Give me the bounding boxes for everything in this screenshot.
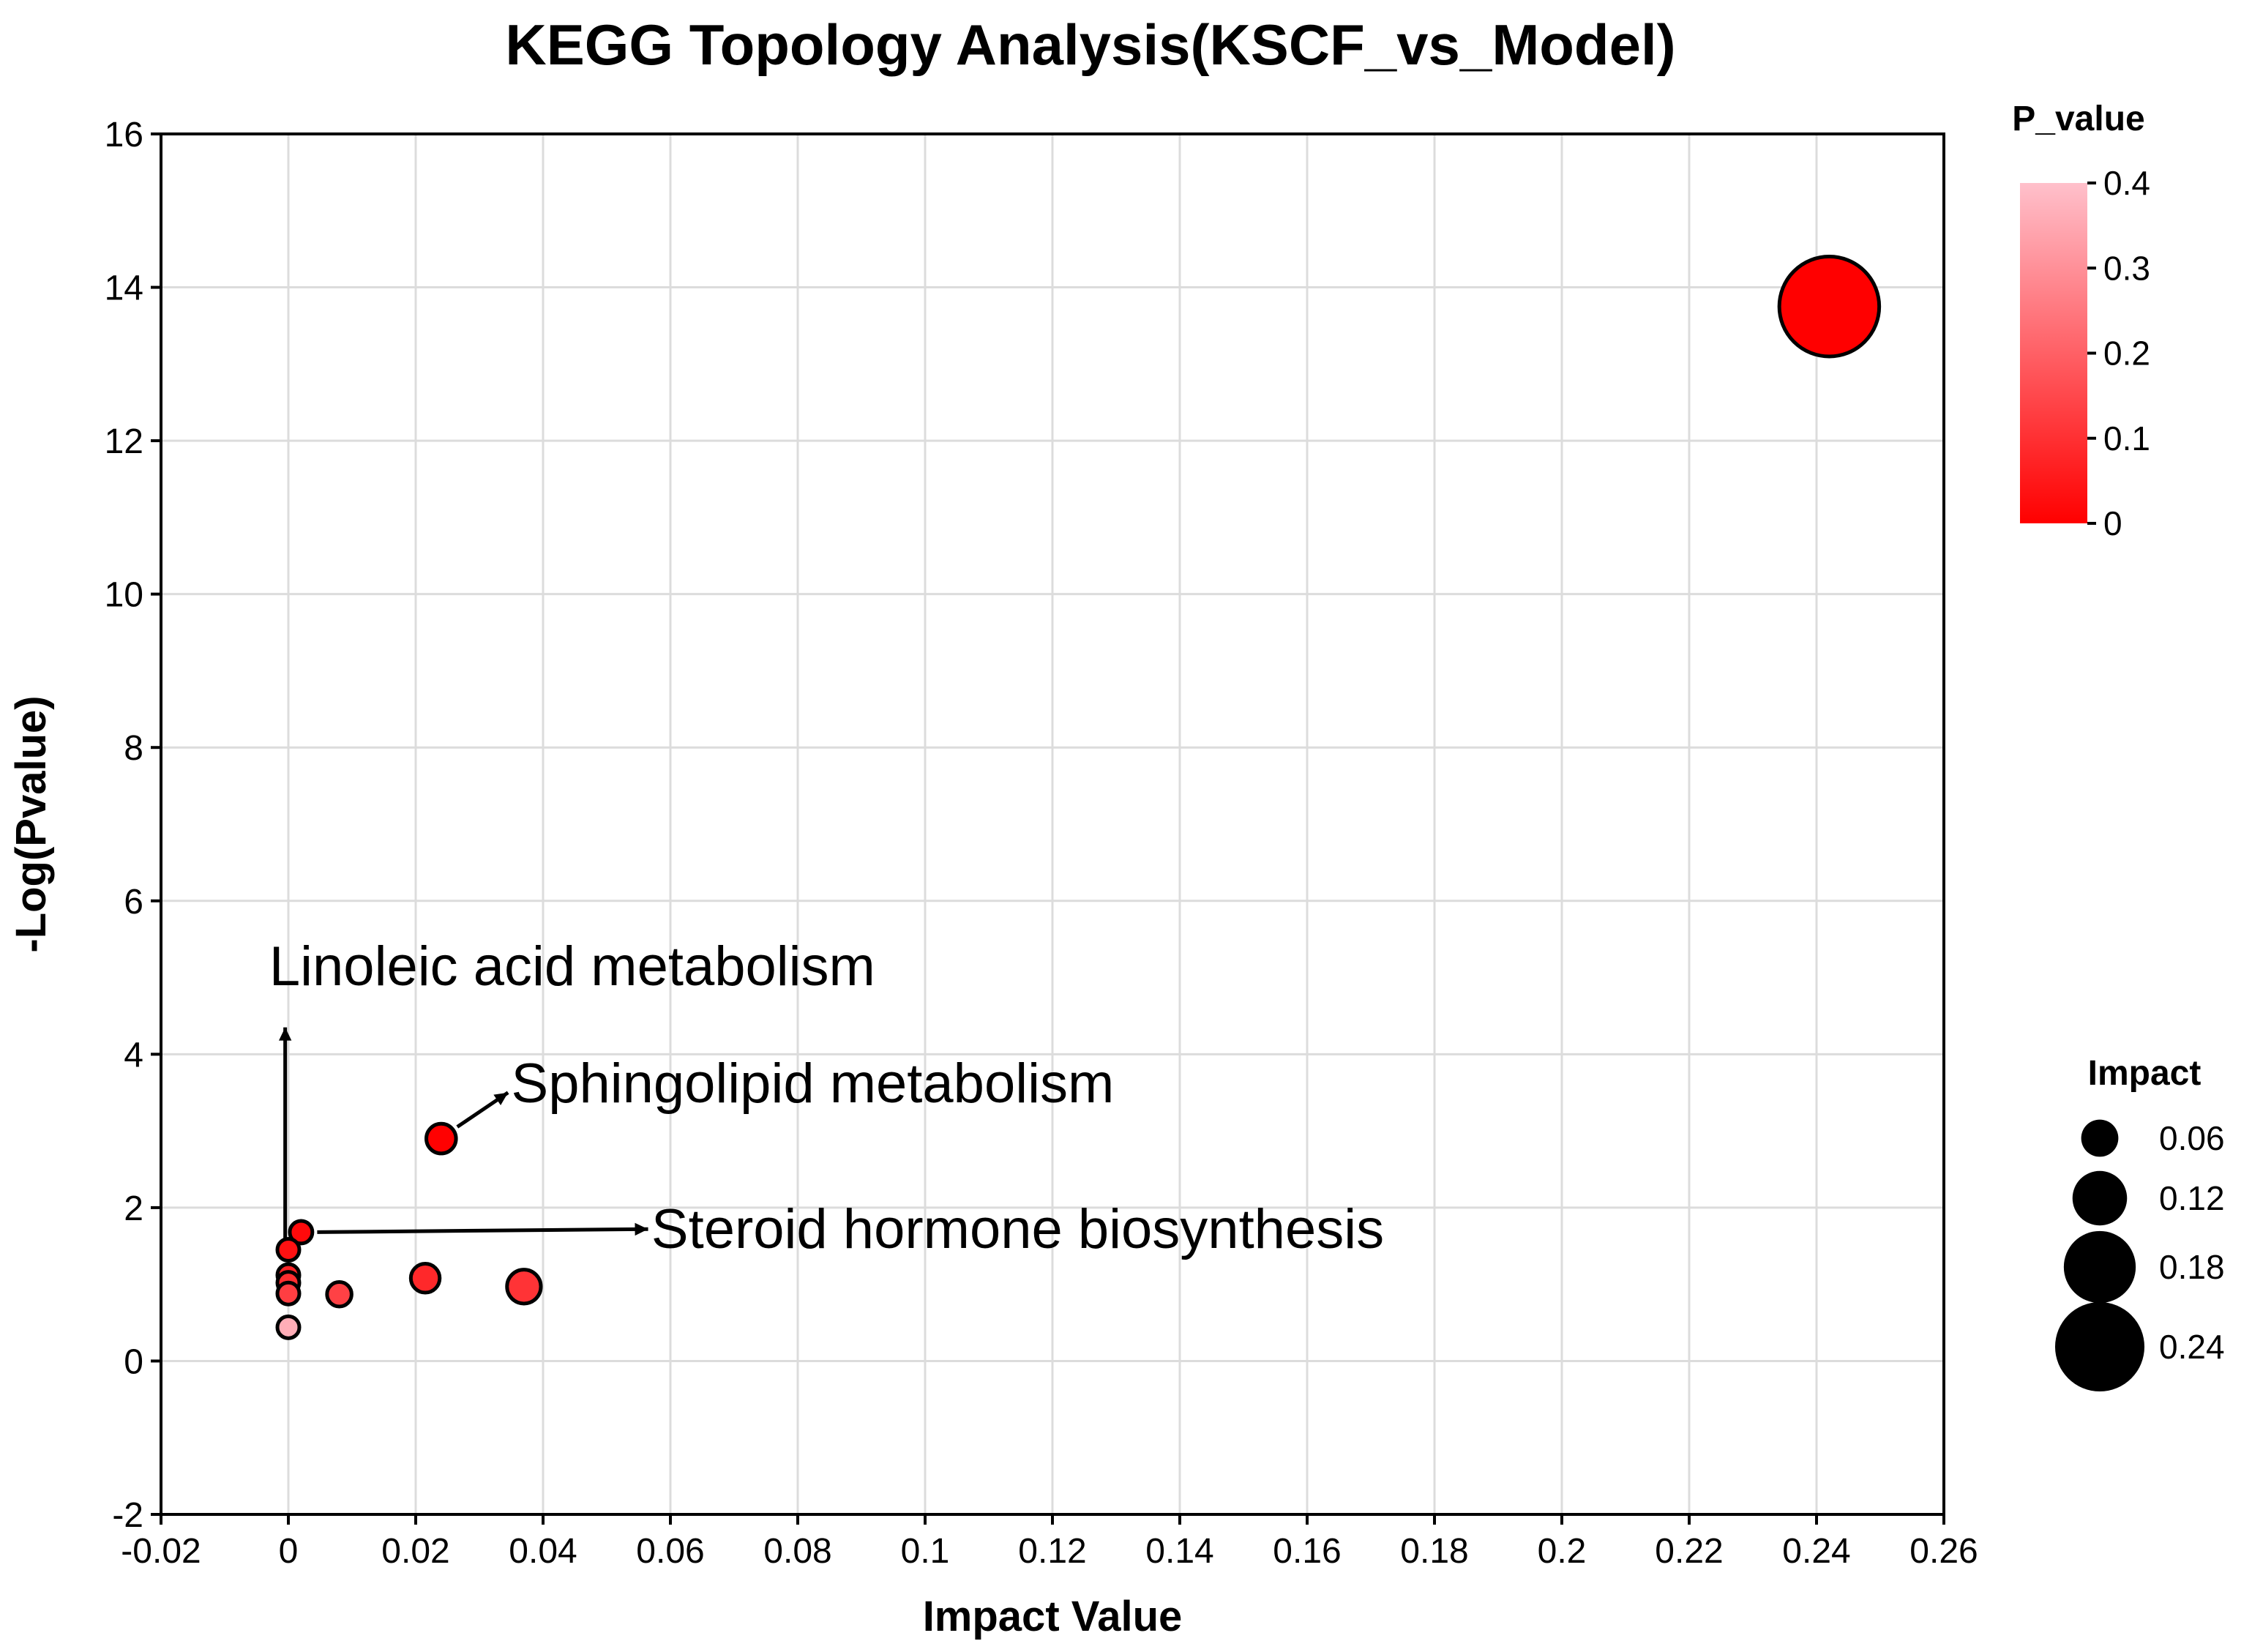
grid-lines (160, 132, 1945, 1516)
y-tick-label: 6 (124, 883, 143, 922)
color-legend-ticks: 0 0.1 0.2 0.3 0.4 (2087, 164, 2150, 542)
y-tick-label: 14 (105, 269, 143, 308)
x-tick-label: 0.26 (1909, 1532, 1978, 1571)
color-legend-label: 0 (2103, 504, 2122, 542)
color-legend-label: 0.3 (2103, 249, 2150, 287)
data-point (1777, 255, 1882, 359)
color-legend-gradient (2020, 183, 2087, 523)
size-legend-label: 0.24 (2159, 1328, 2225, 1366)
annotation-label: Sphingolipid metabolism (512, 1053, 1115, 1115)
x-tick-label: 0.18 (1400, 1532, 1468, 1571)
annotation-label: Steroid hormone biosynthesis (651, 1198, 1384, 1260)
x-tick-label: 0.14 (1145, 1532, 1213, 1571)
color-legend-label: 0.4 (2103, 164, 2150, 202)
data-point (325, 1280, 353, 1309)
y-tick-label: 0 (124, 1342, 143, 1381)
color-legend: P_value 0 0.1 0.2 0.3 0.4 (2012, 100, 2150, 542)
size-legend-label: 0.12 (2159, 1179, 2225, 1217)
x-tick-label: 0 (279, 1532, 299, 1571)
size-legend: Impact 0.06 0.12 0.18 0.24 (2054, 1054, 2225, 1392)
size-legend-circle (2072, 1170, 2128, 1226)
chart-title: KEGG Topology Analysis(KSCF_vs_Model) (505, 12, 1675, 77)
annotation-arrows (278, 1027, 648, 1243)
y-axis-label: -Log(Pvalue) (7, 695, 55, 952)
x-tick-label: 0.24 (1782, 1532, 1850, 1571)
x-tick-label: -0.02 (121, 1532, 201, 1571)
x-axis-label: Impact Value (923, 1593, 1183, 1640)
size-legend-title: Impact (2088, 1054, 2202, 1093)
x-tick-label: 0.12 (1018, 1532, 1086, 1571)
size-legend-circle (2054, 1301, 2145, 1392)
x-tick-label: 0.1 (901, 1532, 950, 1571)
x-tick-label: 0.04 (509, 1532, 577, 1571)
x-tick-label: 0.22 (1655, 1532, 1723, 1571)
size-legend-items: 0.06 0.12 0.18 0.24 (2054, 1119, 2225, 1392)
y-tick-label: 4 (124, 1036, 143, 1074)
y-axis: -2 0 2 4 6 8 10 12 14 16 (105, 116, 161, 1535)
data-point (424, 1121, 458, 1156)
x-tick-label: 0.2 (1538, 1532, 1587, 1571)
annotation-arrow-head (635, 1222, 648, 1236)
data-point (288, 1219, 315, 1246)
data-point (408, 1262, 442, 1295)
color-legend-label: 0.2 (2103, 334, 2150, 373)
y-tick-label: 16 (105, 116, 143, 154)
x-tick-label: 0.06 (636, 1532, 704, 1571)
y-tick-label: -2 (112, 1496, 143, 1535)
annotation-arrow-line (317, 1227, 648, 1234)
annotation-label: Linoleic acid metabolism (269, 935, 875, 998)
data-point (505, 1268, 543, 1306)
annotations: Linoleic acid metabolism Sphingolipid met… (269, 935, 1384, 1260)
x-tick-label: 0.16 (1273, 1532, 1341, 1571)
annotation-arrow-head (493, 1092, 509, 1106)
data-point (275, 1237, 302, 1263)
size-legend-label: 0.18 (2159, 1248, 2225, 1286)
y-tick-label: 10 (105, 576, 143, 615)
annotation-arrow-head (278, 1027, 292, 1041)
y-tick-label: 8 (124, 729, 143, 768)
size-legend-circle (2081, 1119, 2119, 1157)
x-tick-label: 0.02 (381, 1532, 449, 1571)
size-legend-label: 0.06 (2159, 1119, 2225, 1157)
x-tick-label: 0.08 (763, 1532, 831, 1571)
data-point (275, 1280, 302, 1307)
data-points (275, 255, 1882, 1340)
size-legend-circle (2063, 1230, 2136, 1304)
y-tick-label: 2 (124, 1189, 143, 1228)
color-legend-label: 0.1 (2103, 419, 2150, 457)
y-tick-label: 12 (105, 422, 143, 461)
data-point (275, 1314, 302, 1340)
x-axis: -0.02 0 0.02 0.04 0.06 0.08 0.1 0.12 0.14 0.16 0.1… (121, 1514, 1978, 1571)
color-legend-title: P_value (2012, 100, 2144, 138)
